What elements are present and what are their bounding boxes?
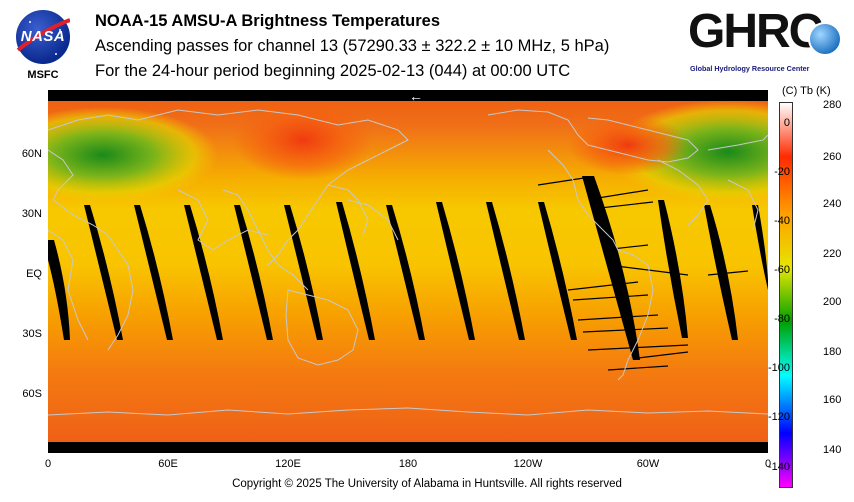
kelvin-label: 260 (823, 151, 842, 163)
orbit-gap-lines (537, 177, 749, 371)
period-description: For the 24-hour period beginning 2025-02… (95, 62, 571, 80)
lon-label-120e: 120E (275, 458, 301, 470)
celsius-label: -60 (774, 264, 790, 276)
ghrc-logo-text: GHRC (688, 5, 823, 58)
lon-label-60w: 60W (636, 458, 660, 470)
orbit-gaps (48, 176, 768, 360)
copyright-notice: Copyright © 2025 The University of Alaba… (232, 478, 622, 490)
colorbar (779, 102, 793, 488)
kelvin-label: 240 (823, 198, 842, 210)
celsius-label: -140 (767, 461, 790, 473)
ghrc-logo: GHRC Global Hydrology Resource Center (688, 5, 848, 78)
celsius-label: -20 (774, 166, 790, 178)
lon-label-180: 180 (398, 458, 418, 470)
celsius-label: -80 (774, 313, 790, 325)
colorbar-header: (C) Tb (K) (782, 85, 831, 97)
celsius-label: -120 (767, 411, 790, 423)
kelvin-label: 140 (823, 444, 842, 456)
lon-label-0-east: 0 (764, 458, 772, 470)
warm-region-asia (233, 100, 373, 180)
kelvin-label: 220 (823, 248, 842, 260)
arrow-left-icon: ← (409, 88, 423, 104)
bottom-gap-band (48, 442, 768, 453)
celsius-label: -40 (774, 215, 790, 227)
nasa-meatball-icon (16, 10, 70, 64)
ghrc-caption: Global Hydrology Resource Center (690, 64, 810, 73)
msfc-label: MSFC (27, 69, 59, 81)
celsius-label: 0 (783, 117, 790, 129)
kelvin-label: 280 (823, 99, 842, 111)
kelvin-label: 160 (823, 394, 842, 406)
lat-label-30n: 30N (21, 208, 42, 220)
lat-label-60s: 60S (22, 388, 42, 400)
brightness-temperature-map (48, 90, 768, 453)
page-title: NOAA-15 AMSU-A Brightness Temperatures (95, 12, 441, 30)
lon-label-0-west: 0 (44, 458, 52, 470)
nasa-logo: NASA MSFC (12, 8, 74, 84)
lon-label-120w: 120W (513, 458, 543, 470)
celsius-label: -100 (767, 362, 790, 374)
globe-icon (808, 22, 842, 56)
coastlines (48, 109, 768, 416)
nasa-logo-text: NASA (20, 28, 66, 45)
lat-label-60n: 60N (21, 148, 42, 160)
lat-label-eq: EQ (26, 268, 42, 280)
kelvin-label: 180 (823, 346, 842, 358)
lat-label-30s: 30S (22, 328, 42, 340)
kelvin-label: 200 (823, 296, 842, 308)
lon-label-60e: 60E (158, 458, 178, 470)
nasa-swoosh-icon (16, 18, 70, 55)
map-canvas (48, 90, 768, 453)
channel-description: Ascending passes for channel 13 (57290.3… (95, 37, 610, 55)
cold-region-west (48, 107, 218, 203)
top-gap-band (48, 90, 768, 101)
